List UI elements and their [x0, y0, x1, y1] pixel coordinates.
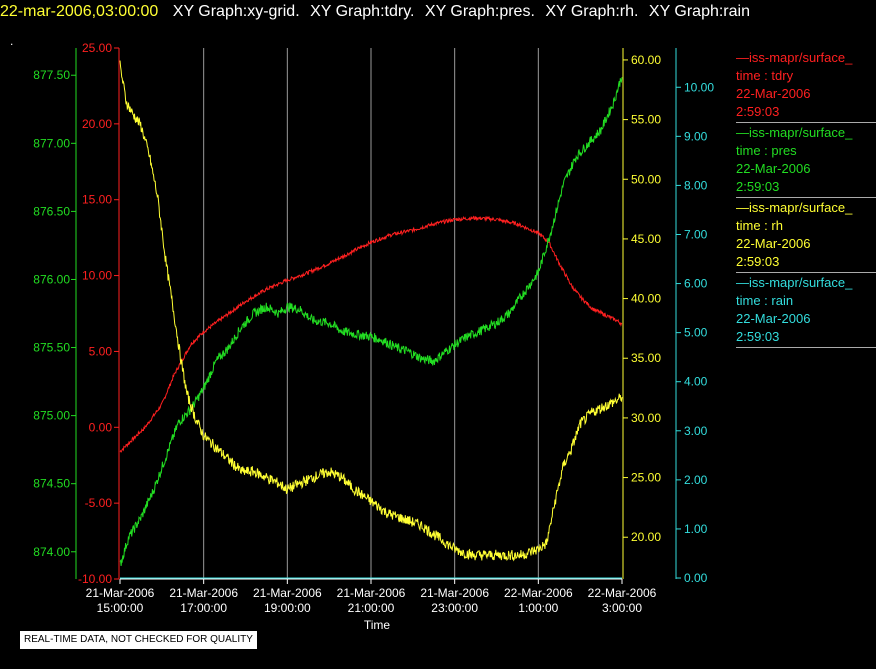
header-graph-xy-grid: XY Graph:xy-grid. [172, 3, 300, 20]
rain-tick-label: 3.00 [684, 424, 708, 438]
legend-series-name: iss-mapr/surface_ [749, 50, 853, 65]
pres-tick-label: 877.00 [33, 136, 70, 150]
legend-entry-rain: —iss-mapr/surface_ time : rain 22-Mar-20… [736, 274, 876, 348]
x-tick-label: 17:00:00 [180, 601, 227, 615]
header-graph-rain: XY Graph:rain [648, 3, 750, 20]
legend-field: time : pres [736, 143, 797, 158]
legend-time: 2:59:03 [736, 254, 780, 269]
legend-time: 2:59:03 [736, 179, 780, 194]
legend-field: time : rain [736, 293, 794, 308]
pres-series-line [119, 77, 623, 566]
x-tick-label: 23:00:00 [431, 601, 478, 615]
legend-date: 22-Mar-2006 [736, 161, 811, 176]
header-dot: . [10, 34, 14, 48]
header-graph-rh: XY Graph:rh. [545, 3, 639, 20]
pres-tick-label: 874.00 [33, 545, 70, 559]
pres-tick-label: 876.50 [33, 204, 70, 218]
x-tick-label: 19:00:00 [264, 601, 311, 615]
legend-swatch: — [736, 50, 749, 65]
legend-entry-tdry: —iss-mapr/surface_ time : tdry 22-Mar-20… [736, 49, 876, 123]
legend-time: 2:59:03 [736, 329, 780, 344]
rh-tick-label: 55.00 [631, 113, 661, 127]
tdry-series-line [119, 215, 623, 453]
pres-tick-label: 874.50 [33, 477, 70, 491]
quality-disclaimer: REAL-TIME DATA, NOT CHECKED FOR QUALITY [20, 631, 257, 649]
rain-tick-label: 5.00 [684, 326, 708, 340]
legend-swatch: — [736, 125, 749, 140]
legend-entry-pres: —iss-mapr/surface_ time : pres 22-Mar-20… [736, 124, 876, 198]
legend-swatch: — [736, 275, 749, 290]
rh-tick-label: 40.00 [631, 292, 661, 306]
x-tick-label: 22-Mar-2006 [504, 586, 573, 600]
rain-tick-label: 9.00 [684, 129, 708, 143]
tdry-tick-label: 25.00 [82, 41, 112, 55]
x-tick-label: 21-Mar-2006 [253, 586, 322, 600]
chart-header: 22-mar-2006,03:00:00 XY Graph:xy-grid. X… [0, 0, 876, 28]
tdry-tick-label: 20.00 [82, 117, 112, 131]
rain-tick-label: 0.00 [684, 571, 708, 585]
rh-tick-label: 35.00 [631, 351, 661, 365]
rain-tick-label: 1.00 [684, 522, 708, 536]
pres-tick-label: 876.00 [33, 272, 70, 286]
legend-swatch: — [736, 200, 749, 215]
x-tick-label: 21-Mar-2006 [420, 586, 489, 600]
x-tick-label: 21-Mar-2006 [169, 586, 238, 600]
pres-tick-label: 875.50 [33, 341, 70, 355]
legend-series-name: iss-mapr/surface_ [749, 125, 853, 140]
legend-date: 22-Mar-2006 [736, 311, 811, 326]
tdry-tick-label: 10.00 [82, 269, 112, 283]
x-axis-label: Time [364, 618, 391, 632]
rain-tick-label: 10.00 [684, 80, 714, 94]
header-graph-tdry: XY Graph:tdry. [310, 3, 415, 20]
x-tick-label: 1:00:00 [518, 601, 558, 615]
x-tick-label: 21:00:00 [348, 601, 395, 615]
rain-tick-label: 8.00 [684, 178, 708, 192]
x-tick-label: 21-Mar-2006 [86, 586, 155, 600]
header-timestamp: 22-mar-2006,03:00:00 [0, 3, 159, 20]
x-tick-label: 15:00:00 [97, 601, 144, 615]
tdry-tick-label: 0.00 [89, 420, 113, 434]
x-tick-label: 21-Mar-2006 [337, 586, 406, 600]
rh-tick-label: 20.00 [631, 530, 661, 544]
x-tick-label: 3:00:00 [602, 601, 642, 615]
header-graph-pres: XY Graph:pres. [424, 3, 535, 20]
legend-series-name: iss-mapr/surface_ [749, 200, 853, 215]
legend-date: 22-Mar-2006 [736, 86, 811, 101]
pres-tick-label: 877.50 [33, 68, 70, 82]
rain-tick-label: 7.00 [684, 227, 708, 241]
tdry-tick-label: -5.00 [85, 496, 113, 510]
rh-series-line [119, 60, 623, 562]
rain-tick-label: 2.00 [684, 473, 708, 487]
tdry-tick-label: 5.00 [89, 344, 113, 358]
rh-tick-label: 50.00 [631, 172, 661, 186]
rh-tick-label: 25.00 [631, 471, 661, 485]
pres-tick-label: 875.00 [33, 409, 70, 423]
tdry-tick-label: 15.00 [82, 193, 112, 207]
legend-entry-rh: —iss-mapr/surface_ time : rh 22-Mar-2006… [736, 199, 876, 273]
legend-date: 22-Mar-2006 [736, 236, 811, 251]
legend-time: 2:59:03 [736, 104, 780, 119]
legend-field: time : tdry [736, 68, 794, 83]
tdry-tick-label: -10.00 [78, 572, 112, 586]
legend: —iss-mapr/surface_ time : tdry 22-Mar-20… [736, 49, 876, 349]
x-tick-label: 22-Mar-2006 [588, 586, 657, 600]
rain-tick-label: 4.00 [684, 375, 708, 389]
rh-tick-label: 30.00 [631, 411, 661, 425]
rh-tick-label: 45.00 [631, 232, 661, 246]
legend-field: time : rh [736, 218, 783, 233]
rh-tick-label: 60.00 [631, 53, 661, 67]
legend-series-name: iss-mapr/surface_ [749, 275, 853, 290]
rain-tick-label: 6.00 [684, 277, 708, 291]
